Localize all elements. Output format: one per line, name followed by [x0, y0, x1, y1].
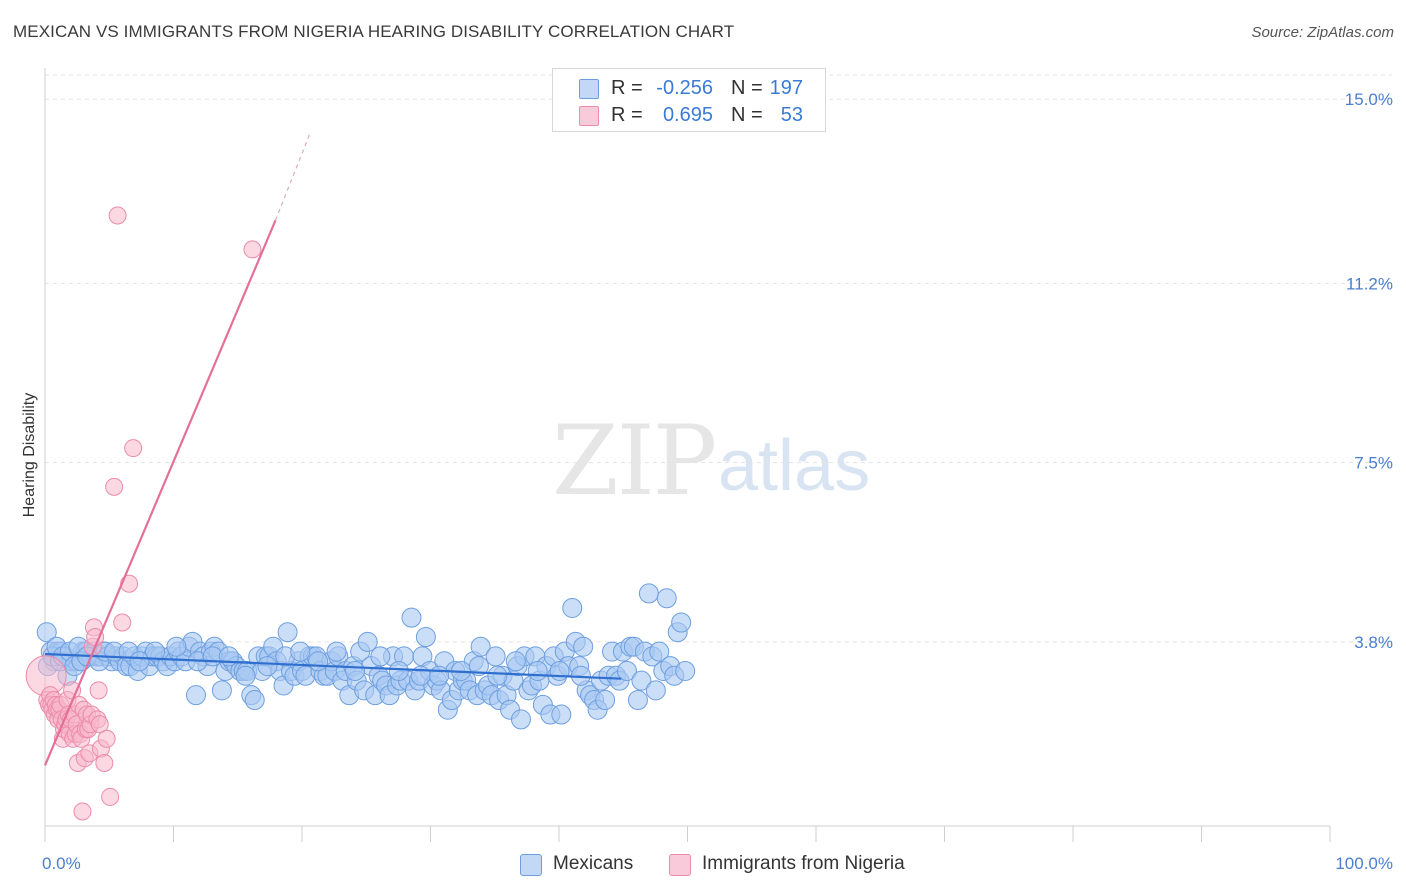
point-nigeria — [101, 787, 120, 806]
point-mexicans — [388, 660, 409, 681]
point-mexicans — [573, 636, 594, 657]
correlation-legend: R = -0.256 N = 197 R = 0.695 N = 53 — [552, 68, 826, 132]
point-mexicans — [401, 607, 422, 628]
point-nigeria — [113, 613, 132, 632]
legend-n-value: 197 — [769, 77, 803, 99]
chart-title: MEXICAN VS IMMIGRANTS FROM NIGERIA HEARI… — [13, 22, 735, 41]
trend-line-mexicans — [44, 652, 622, 680]
point-mexicans — [505, 651, 526, 672]
point-nigeria — [243, 240, 262, 259]
y-tick-label: 3.8% — [1354, 633, 1393, 652]
point-mexicans — [290, 641, 311, 662]
y-axis-label: Hearing Disability — [21, 393, 38, 518]
point-mexicans — [370, 646, 391, 667]
point-mexicans — [145, 641, 166, 662]
point-mexicans — [649, 641, 670, 662]
point-mexicans — [551, 704, 572, 725]
point-mexicans — [562, 597, 583, 618]
point-nigeria — [97, 729, 116, 748]
point-mexicans — [675, 660, 696, 681]
point-mexicans — [326, 641, 347, 662]
point-mexicans — [211, 680, 232, 701]
point-nigeria — [124, 439, 143, 458]
legend-n-value: 53 — [780, 104, 803, 126]
point-mexicans — [627, 690, 648, 711]
point-mexicans — [308, 651, 329, 672]
axes — [44, 68, 1331, 842]
legend-row-mexicans: R = -0.256 N = 197 — [553, 75, 825, 101]
point-mexicans — [429, 665, 450, 686]
point-mexicans — [470, 636, 491, 657]
point-mexicans — [36, 622, 57, 643]
legend-swatch-nigeria — [669, 854, 691, 876]
point-nigeria — [105, 477, 124, 496]
point-mexicans — [166, 636, 187, 657]
point-mexicans — [185, 685, 206, 706]
legend-r-label: R = — [611, 77, 643, 99]
point-mexicans — [616, 660, 637, 681]
point-mexicans — [345, 660, 366, 681]
point-nigeria — [73, 802, 92, 821]
point-nigeria — [95, 754, 114, 773]
point-mexicans — [595, 690, 616, 711]
legend-label-nigeria: Immigrants from Nigeria — [702, 853, 905, 874]
point-mexicans — [631, 670, 652, 691]
legend-swatch-nigeria — [579, 106, 599, 126]
tick-labels: 3.8% 7.5% 11.2% 15.0% 0.0% 100.0% — [42, 90, 1393, 873]
point-mexicans — [468, 656, 489, 677]
point-mexicans — [645, 680, 666, 701]
legend-swatch-mexicans — [520, 854, 542, 876]
point-nigeria — [89, 681, 108, 700]
gridlines — [45, 74, 1392, 643]
point-mexicans — [549, 660, 570, 681]
point-mexicans — [277, 622, 298, 643]
point-mexicans — [485, 646, 506, 667]
legend-n-label: N = — [731, 77, 763, 99]
point-nigeria — [108, 206, 127, 225]
series-legend: Mexicans Immigrants from Nigeria — [0, 852, 1406, 878]
point-nigeria — [90, 715, 109, 734]
y-tick-label: 15.0% — [1345, 90, 1393, 109]
point-mexicans — [638, 583, 659, 604]
point-mexicans — [357, 631, 378, 652]
point-mexicans — [671, 612, 692, 633]
source-label: Source: ZipAtlas.com — [1251, 24, 1394, 41]
trend-line-nigeria — [43, 219, 277, 766]
y-tick-label: 7.5% — [1354, 454, 1393, 473]
legend-row-nigeria: R = 0.695 N = 53 — [553, 102, 825, 128]
x-tick-label-min: 0.0% — [42, 854, 81, 873]
point-mexicans — [235, 665, 256, 686]
legend-r-value: 0.695 — [662, 104, 713, 126]
y-tick-label: 11.2% — [1346, 274, 1393, 293]
nigeria-points — [25, 206, 262, 821]
point-mexicans — [257, 656, 278, 677]
trend-lines — [43, 132, 622, 766]
trend-line-nigeria-extension — [274, 132, 311, 221]
legend-swatch-mexicans — [579, 79, 599, 99]
x-tick-label-max: 100.0% — [1335, 854, 1393, 873]
legend-n-label: N = — [731, 104, 763, 126]
point-mexicans — [656, 588, 677, 609]
legend-r-value: -0.256 — [656, 77, 713, 99]
legend-label-mexicans: Mexicans — [553, 853, 634, 874]
mexicans-points — [36, 583, 696, 730]
watermark-zip: ZIP — [552, 405, 717, 517]
point-mexicans — [244, 690, 265, 711]
point-mexicans — [510, 709, 531, 730]
point-mexicans — [129, 651, 150, 672]
point-mexicans — [415, 627, 436, 648]
point-mexicans — [527, 660, 548, 681]
watermark-atlas: atlas — [718, 426, 871, 506]
point-mexicans — [487, 665, 508, 686]
legend-r-label: R = — [611, 104, 643, 126]
point-nigeria — [120, 574, 139, 593]
